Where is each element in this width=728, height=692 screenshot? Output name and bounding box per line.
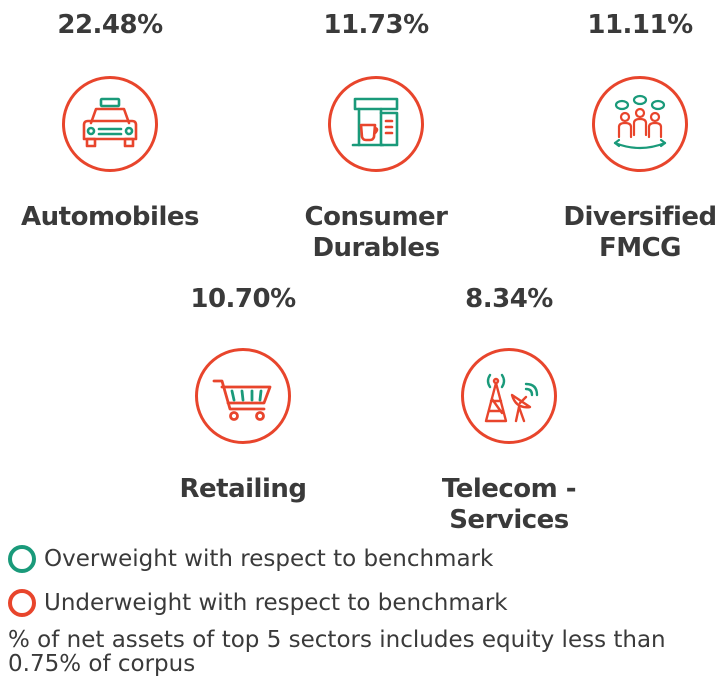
footnote: % of net assets of top 5 sectors include… xyxy=(8,627,666,677)
car-icon xyxy=(82,97,138,148)
sector-name-line: Consumer xyxy=(304,202,449,232)
sector-name-line: Durables xyxy=(312,233,440,263)
legend-overweight: Overweight with respect to benchmark xyxy=(8,545,493,573)
consumers-icon xyxy=(613,94,667,150)
sector-icon-circle xyxy=(62,76,158,172)
sector-name-line: Automobiles xyxy=(21,202,199,232)
overweight-ring-icon xyxy=(8,545,36,573)
legend-underweight-label: Underweight with respect to benchmark xyxy=(44,590,508,616)
sector-percent: 11.11% xyxy=(587,10,693,40)
legend-underweight: Underweight with respect to benchmark xyxy=(8,589,508,617)
underweight-ring-icon xyxy=(8,589,36,617)
sector-name: Diversified FMCG xyxy=(563,202,717,264)
telecom-tower-icon xyxy=(484,373,539,423)
coffee-machine-icon xyxy=(351,97,399,147)
sector-name: Automobiles xyxy=(21,202,199,233)
sector-percent: 8.34% xyxy=(465,284,553,314)
sector-icon-circle xyxy=(328,76,424,172)
sector-percent: 22.48% xyxy=(57,10,163,40)
sector-percent: 11.73% xyxy=(323,10,429,40)
sector-percent: 10.70% xyxy=(190,284,296,314)
sector-name: Telecom - Services xyxy=(441,474,577,536)
sector-icon-circle xyxy=(592,76,688,172)
sector-icon-circle xyxy=(195,348,291,444)
sector-name-line: Diversified xyxy=(563,202,717,232)
sector-icon-circle xyxy=(461,348,557,444)
sector-name-line: Telecom - xyxy=(441,474,577,504)
shopping-cart-icon xyxy=(212,379,272,421)
sector-name-line: FMCG xyxy=(598,233,682,263)
sector-name: Consumer Durables xyxy=(304,202,449,264)
legend-overweight-label: Overweight with respect to benchmark xyxy=(44,546,494,572)
sector-name-line: Retailing xyxy=(179,474,308,504)
sector-name-line: Services xyxy=(449,505,569,535)
sector-name: Retailing xyxy=(179,474,308,505)
